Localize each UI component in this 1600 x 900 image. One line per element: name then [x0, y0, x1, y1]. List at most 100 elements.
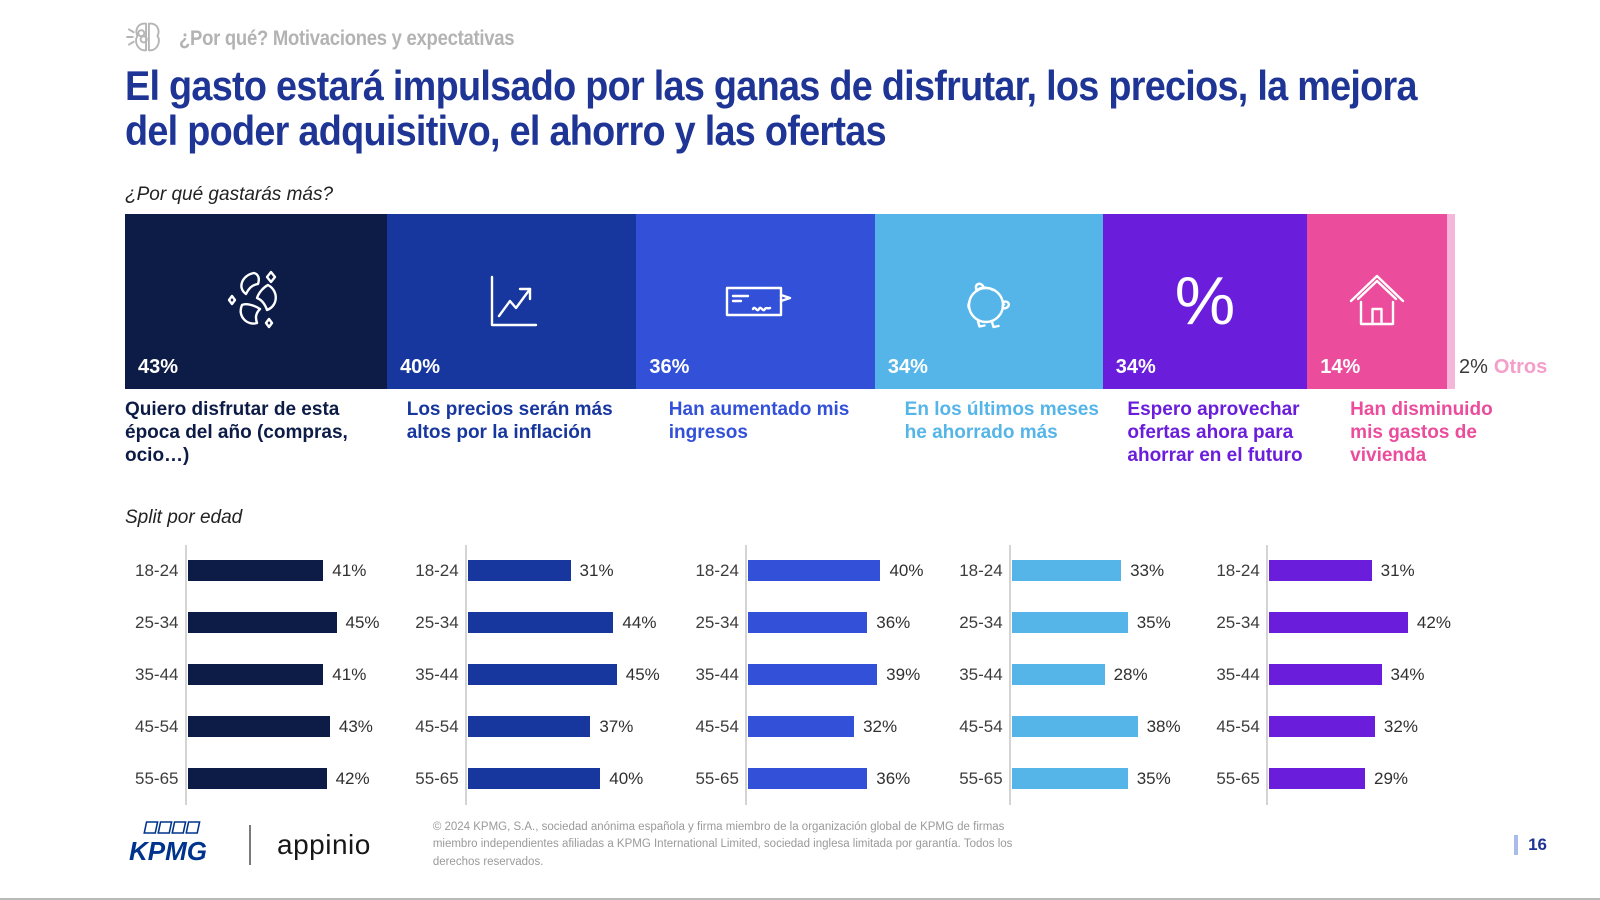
- bar: [1269, 664, 1382, 686]
- age-group-label: 25-34: [959, 612, 1003, 632]
- segment-value: 43%: [138, 355, 179, 378]
- kpmg-logo: KPMG: [125, 820, 223, 871]
- minichart-row: 55-65 36%: [695, 752, 923, 805]
- segment-labels: Quiero disfrutar de esta época del año (…: [125, 398, 1493, 493]
- minichart-row: 45-54 32%: [1216, 700, 1451, 753]
- segment-label-6: Han disminuido mis gastos de vivienda: [1350, 398, 1493, 467]
- segment-value: 40%: [400, 355, 441, 378]
- minichart-row: 35-44 45%: [415, 648, 660, 701]
- minichart-row: 35-44 34%: [1216, 648, 1451, 701]
- bar-track: 43%: [185, 700, 373, 753]
- page-number-value: 16: [1528, 835, 1547, 855]
- bar-value: 36%: [876, 768, 911, 788]
- age-group-label: 35-44: [959, 664, 1003, 684]
- age-group-label: 45-54: [1216, 716, 1260, 736]
- segment-value: 34%: [887, 355, 928, 378]
- bar: [188, 768, 327, 790]
- bar: [468, 664, 617, 686]
- minichart-3: 18-24 40% 25-34 36% 35-44 39% 45-54 32% 55-65 36%: [695, 544, 924, 805]
- age-group-label: 35-44: [695, 664, 739, 684]
- age-group-label: 18-24: [415, 560, 459, 580]
- minichart-row: 55-65 40%: [415, 752, 660, 805]
- age-group-label: 45-54: [959, 716, 1003, 736]
- bar-value: 42%: [335, 768, 370, 788]
- age-group-label: 25-34: [695, 612, 739, 632]
- bar-segment-6: 14%: [1307, 213, 1447, 389]
- svg-text:KPMG: KPMG: [129, 836, 207, 866]
- bar-track: 38%: [1009, 700, 1181, 753]
- bar: [188, 716, 330, 738]
- bar: [1012, 768, 1128, 790]
- bar-value: 35%: [1136, 768, 1171, 788]
- segment-value: 14%: [1320, 355, 1361, 378]
- bar: [1012, 612, 1128, 634]
- bar-value: 41%: [332, 560, 367, 580]
- bar-track: 41%: [185, 648, 366, 701]
- bar-track: 36%: [745, 596, 911, 649]
- bar-track: 45%: [465, 648, 660, 701]
- bar-track: 40%: [745, 544, 924, 597]
- bar-track: 42%: [185, 752, 370, 805]
- segment-label-5: Espero aprovechar ofertas ahora para aho…: [1127, 398, 1303, 467]
- age-group-label: 45-54: [695, 716, 739, 736]
- bar-track: 44%: [465, 596, 656, 649]
- bar: [1269, 612, 1408, 634]
- minichart-row: 45-54 32%: [695, 700, 923, 753]
- bar-value: 42%: [1416, 612, 1451, 632]
- bar-segment-5: % 34%: [1102, 213, 1308, 389]
- bar-track: 31%: [1266, 544, 1415, 597]
- page-title: El gasto estará impulsado por las ganas …: [125, 62, 1418, 154]
- piggy-bank-icon: [947, 261, 1031, 341]
- bar-track: 32%: [1266, 700, 1418, 753]
- minichart-4: 18-24 33% 25-34 35% 35-44 28% 45-54 38% 55-65 35%: [959, 544, 1181, 805]
- bar: [748, 612, 868, 634]
- bar: [468, 768, 601, 790]
- minichart-5: 18-24 31% 25-34 42% 35-44 34% 45-54 32% 55-65 29%: [1216, 544, 1451, 805]
- minichart-row: 25-34 35%: [959, 596, 1180, 649]
- bar: [468, 612, 614, 634]
- bar-track: 32%: [745, 700, 898, 753]
- segment-label-3: Han aumentado mis ingresos: [668, 398, 850, 444]
- age-group-label: 55-65: [415, 768, 459, 788]
- bar-segment-3: 36%: [636, 213, 875, 389]
- age-group-label: 25-34: [415, 612, 459, 632]
- bar-track: 34%: [1266, 648, 1425, 701]
- bar-value: 33%: [1130, 560, 1165, 580]
- bar: [1269, 768, 1366, 790]
- bar-value: 32%: [1383, 716, 1418, 736]
- footer: KPMG appinio © 2024 KPMG, S.A., sociedad…: [125, 819, 1547, 872]
- stacked-bar-row: 43% 40% 36% 34% % 34% 14% Quiero disfrutar de …: [125, 213, 1547, 493]
- section-eyebrow: ¿Por qué? Motivaciones y expectativas: [125, 18, 1547, 60]
- bar: [748, 560, 881, 582]
- bar-value: 45%: [625, 664, 660, 684]
- bar-track: 35%: [1009, 596, 1171, 649]
- minichart-row: 18-24 31%: [1216, 544, 1451, 597]
- house-icon: [1337, 261, 1417, 341]
- bar: [748, 768, 868, 790]
- bar: [1269, 716, 1375, 738]
- age-group-label: 18-24: [135, 560, 179, 580]
- minichart-row: 25-34 36%: [695, 596, 923, 649]
- bar-value: 29%: [1374, 768, 1409, 788]
- age-group-label: 55-65: [695, 768, 739, 788]
- bar-value: 39%: [886, 664, 921, 684]
- page-number: 16: [1514, 835, 1547, 856]
- bar-value: 40%: [889, 560, 924, 580]
- bar-value: 32%: [863, 716, 898, 736]
- minichart-2: 18-24 31% 25-34 44% 35-44 45% 45-54 37% 55-65 40%: [415, 544, 660, 805]
- bar-value: 35%: [1136, 612, 1171, 632]
- minichart-row: 35-44 28%: [959, 648, 1180, 701]
- chart-up-icon: [472, 261, 552, 341]
- bar: [1269, 560, 1372, 582]
- segment-label-4: En los últimos meses he ahorrado más: [904, 398, 1099, 444]
- minichart-row: 55-65 35%: [959, 752, 1180, 805]
- footer-divider: [249, 825, 251, 866]
- bar: [748, 664, 878, 686]
- bar: [188, 664, 324, 686]
- bar-value: 36%: [876, 612, 911, 632]
- bar-value: 28%: [1113, 664, 1148, 684]
- cheque-icon: [713, 261, 799, 341]
- age-group-label: 18-24: [1216, 560, 1260, 580]
- minichart-row: 45-54 43%: [135, 700, 380, 753]
